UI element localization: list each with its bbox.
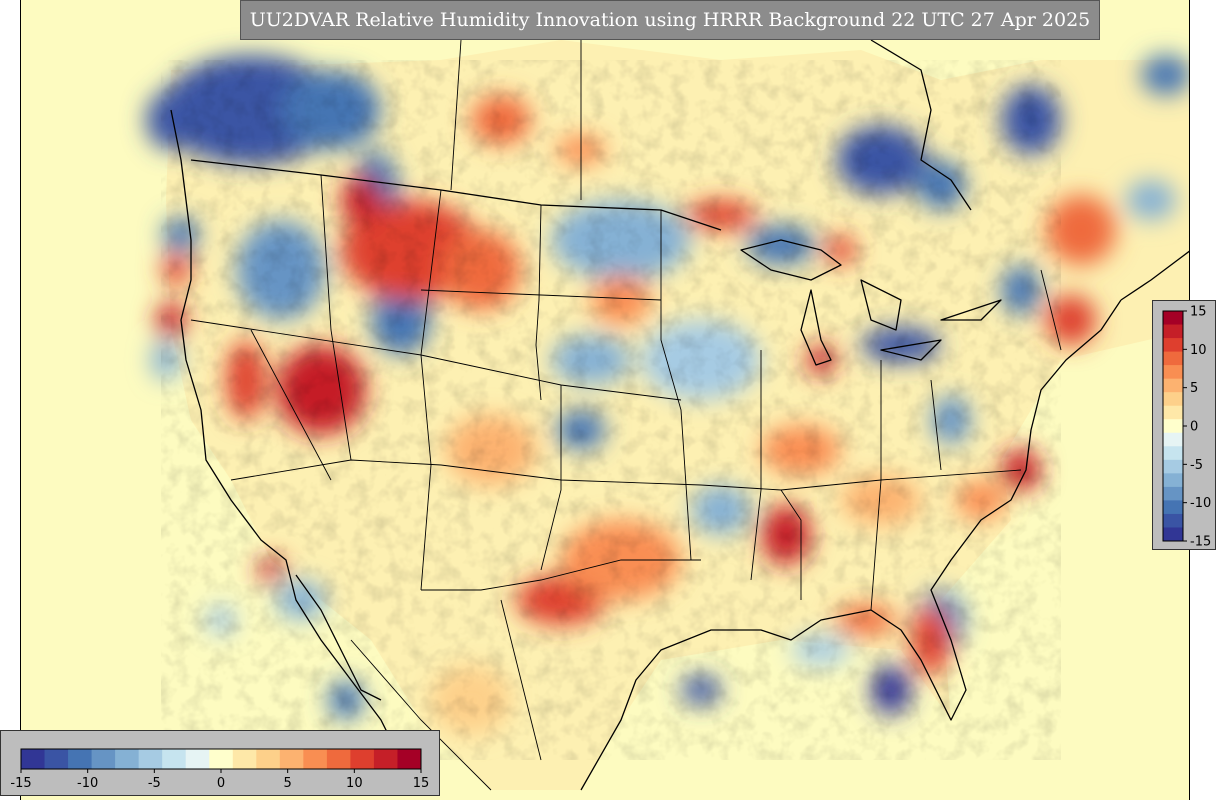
colorbar-swatch <box>1163 459 1183 474</box>
colorbar-swatch <box>326 749 351 769</box>
colorbar-swatch <box>209 749 234 769</box>
colorbar-swatch <box>1163 500 1183 515</box>
colorbar-horizontal-swatches <box>21 749 422 769</box>
colorbar-tick-label: -15 <box>10 776 31 791</box>
colorbar-swatch <box>1163 432 1183 447</box>
colorbar-swatch <box>350 749 375 769</box>
colorbar-swatch <box>1163 365 1183 380</box>
colorbar-swatch <box>1163 392 1183 407</box>
colorbar-tick-label: 15 <box>1190 305 1207 320</box>
colorbar-tick-label: -10 <box>77 776 98 791</box>
colorbar-swatch <box>1163 405 1183 420</box>
colorbar-tick-label: 5 <box>284 776 292 791</box>
colorbar-swatch <box>256 749 281 769</box>
colorbar-swatch <box>303 749 328 769</box>
humidity-innovation-map <box>21 0 1189 800</box>
colorbar-vertical-ticks: 15 10 5 0 -5 -10 -15 <box>1183 305 1211 550</box>
colorbar-swatch <box>1163 486 1183 501</box>
colorbar-swatch <box>1163 473 1183 488</box>
colorbar-tick-label: 15 <box>413 776 430 791</box>
colorbar-tick-label: 5 <box>1190 381 1198 396</box>
colorbar-tick-label: 10 <box>346 776 363 791</box>
colorbar-swatch <box>1163 527 1183 542</box>
map-boundaries <box>170 39 1189 791</box>
state-boundaries <box>190 39 1062 791</box>
colorbar-swatch <box>373 749 398 769</box>
field-texture <box>161 60 1061 760</box>
colorbar-swatch <box>1163 419 1183 434</box>
colorbar-vertical: 15 10 5 0 -5 -10 -15 <box>1152 300 1216 550</box>
colorbar-swatch <box>1163 351 1183 366</box>
colorbar-swatch <box>115 749 140 769</box>
colorbar-vertical-swatches <box>1163 311 1183 542</box>
colorbar-horizontal: -15 -10 -5 0 5 10 15 <box>0 730 440 796</box>
colorbar-horizontal-ticks: -15 -10 -5 0 5 10 15 <box>10 769 429 791</box>
colorbar-swatch <box>1163 513 1183 528</box>
colorbar-swatch <box>21 749 46 769</box>
colorbar-tick-label: 0 <box>217 776 225 791</box>
colorbar-tick-label: -5 <box>148 776 161 791</box>
map-title: UU2DVAR Relative Humidity Innovation usi… <box>240 0 1100 40</box>
colorbar-swatch <box>185 749 210 769</box>
colorbar-tick-label: -15 <box>1190 535 1211 550</box>
map-panel <box>20 0 1190 800</box>
colorbar-swatch <box>44 749 69 769</box>
colorbar-swatch <box>162 749 187 769</box>
colorbar-tick-label: 10 <box>1190 343 1207 358</box>
colorbar-swatch <box>1163 324 1183 339</box>
colorbar-tick-label: -5 <box>1190 458 1203 473</box>
colorbar-swatch <box>68 749 93 769</box>
colorbar-tick-label: 0 <box>1190 420 1198 435</box>
colorbar-swatch <box>397 749 422 769</box>
colorbar-swatch <box>232 749 257 769</box>
colorbar-swatch <box>279 749 304 769</box>
colorbar-swatch <box>91 749 116 769</box>
colorbar-swatch <box>138 749 163 769</box>
colorbar-tick-label: -10 <box>1190 496 1211 511</box>
colorbar-swatch <box>1163 446 1183 461</box>
colorbar-swatch <box>1163 338 1183 353</box>
colorbar-swatch <box>1163 378 1183 393</box>
colorbar-swatch <box>1163 311 1183 326</box>
